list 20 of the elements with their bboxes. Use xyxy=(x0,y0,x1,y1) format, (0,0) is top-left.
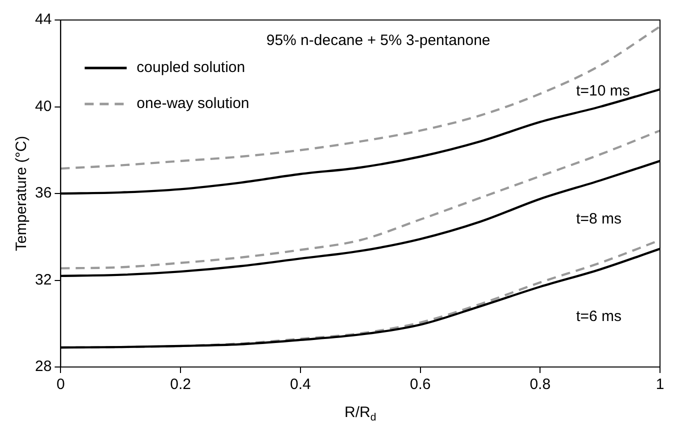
y-tick-label: 44 xyxy=(34,11,52,28)
x-tick-label: 0.8 xyxy=(530,376,551,394)
x-tick-label: 0.6 xyxy=(410,376,431,394)
annotation: t=8 ms xyxy=(576,210,622,228)
y-tick-label: 40 xyxy=(34,98,52,115)
annotation: 95% n-decane + 5% 3-pentanone xyxy=(266,32,490,49)
x-tick-label: 0 xyxy=(56,376,65,394)
legend-label: coupled solution xyxy=(136,59,246,76)
y-tick-label: 28 xyxy=(34,358,52,376)
x-tick-label: 1 xyxy=(656,376,664,394)
y-axis-title: Temperature (°C) xyxy=(13,136,30,252)
annotation: t=6 ms xyxy=(576,308,622,325)
y-tick-label: 32 xyxy=(34,271,52,288)
x-tick-label: 0.4 xyxy=(290,376,311,394)
annotation: t=10 ms xyxy=(576,82,630,100)
line-series xyxy=(60,25,660,170)
legend-label: one-way solution xyxy=(136,95,250,112)
y-tick-label: 36 xyxy=(34,184,52,202)
line-series xyxy=(60,130,660,270)
x-tick-label: 0.2 xyxy=(170,376,191,394)
